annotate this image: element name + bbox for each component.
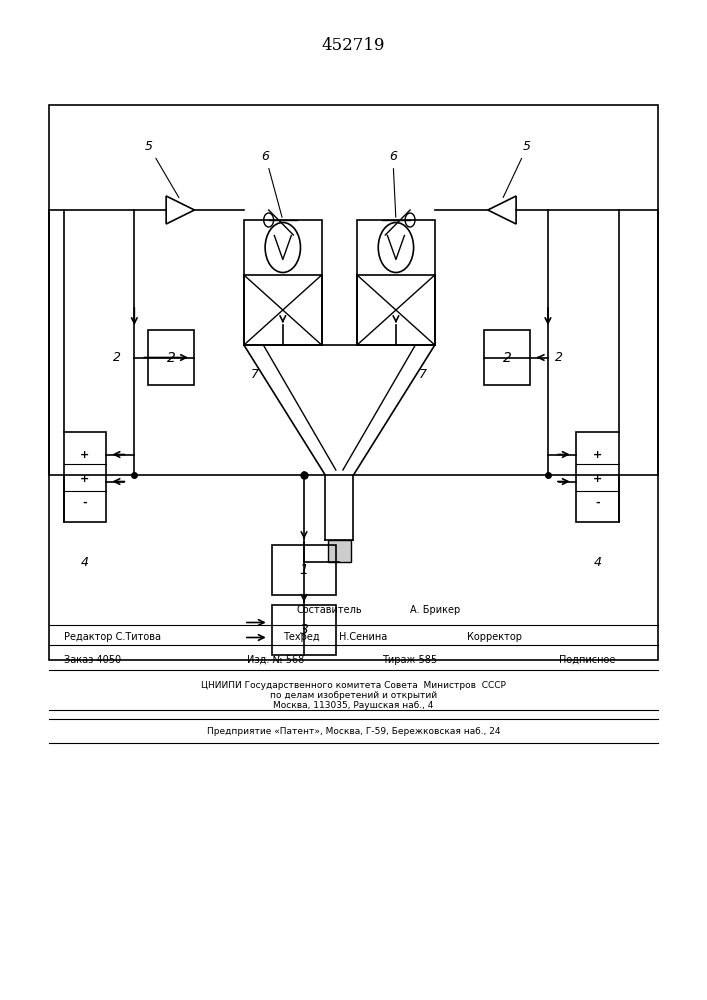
Text: 4: 4 (81, 556, 89, 568)
Bar (272, 545, 336, 595)
Text: 2: 2 (503, 351, 512, 364)
Text: 5: 5 (145, 140, 179, 198)
Text: -: - (595, 498, 600, 508)
Text: Подписное: Подписное (559, 655, 615, 665)
Text: Корректор: Корректор (467, 632, 522, 642)
Text: +: + (592, 450, 602, 460)
Text: 5: 5 (503, 140, 531, 197)
Text: Н.Сенина: Н.Сенина (339, 632, 387, 642)
Text: 452719: 452719 (322, 36, 385, 53)
Bar (576, 432, 619, 522)
Text: -: - (83, 498, 87, 508)
Bar (357, 220, 435, 345)
Text: Редактор С.Титова: Редактор С.Титова (64, 632, 160, 642)
Bar (328, 540, 351, 562)
Bar (49, 105, 658, 660)
Text: 1: 1 (300, 563, 308, 577)
Text: 6: 6 (389, 150, 397, 217)
Text: 2: 2 (554, 351, 563, 364)
Bar (64, 432, 106, 522)
Text: 7: 7 (419, 368, 427, 381)
Text: Изд. № 568: Изд. № 568 (247, 655, 305, 665)
Text: 7: 7 (250, 368, 259, 381)
Text: Предприятие «Патент», Москва, Г-59, Бережковская наб., 24: Предприятие «Патент», Москва, Г-59, Бере… (206, 726, 501, 736)
Text: А. Брикер: А. Брикер (410, 605, 460, 615)
Text: 3: 3 (300, 623, 308, 637)
Text: 2: 2 (167, 351, 176, 364)
Text: Техред: Техред (283, 632, 320, 642)
Text: 2: 2 (112, 351, 121, 364)
Text: Тираж 585: Тираж 585 (382, 655, 437, 665)
Bar (272, 605, 336, 655)
Bar (484, 330, 530, 385)
Text: Составитель: Составитель (297, 605, 363, 615)
Bar (244, 220, 322, 345)
Bar (357, 275, 435, 345)
Text: +: + (80, 450, 90, 460)
Text: +: + (592, 474, 602, 484)
Bar (244, 275, 322, 345)
Text: по делам изобретений и открытий: по делам изобретений и открытий (270, 692, 437, 700)
Text: +: + (80, 474, 90, 484)
Text: Заказ 4050: Заказ 4050 (64, 655, 121, 665)
Text: 4: 4 (593, 556, 602, 568)
Text: ЦНИИПИ Государственного комитета Совета  Министров  СССР: ЦНИИПИ Государственного комитета Совета … (201, 681, 506, 690)
Text: Москва, 113035, Раушская наб., 4: Москва, 113035, Раушская наб., 4 (274, 702, 433, 710)
Text: 6: 6 (262, 150, 282, 217)
Bar (148, 330, 194, 385)
